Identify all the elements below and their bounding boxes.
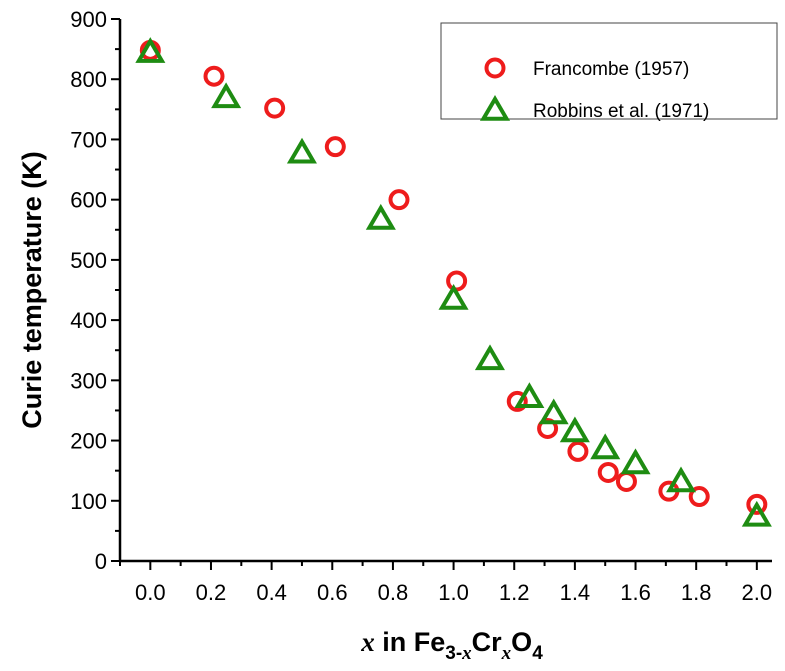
x-tick-label: 1.8: [681, 580, 712, 605]
x-tick-label: 0.2: [196, 580, 227, 605]
data-point-triangle: [474, 344, 505, 371]
data-point-triangle: [211, 82, 242, 109]
x-tick-label: 1.6: [620, 580, 651, 605]
legend-label: Francombe (1957): [533, 59, 689, 80]
data-point-circle: [688, 486, 710, 508]
y-tick-label: 400: [70, 308, 107, 333]
x-axis-title: x in Fe3-xCrxO4: [360, 627, 543, 664]
y-axis-title: Curie temperature (K): [17, 151, 47, 429]
x-tick-label: 0.6: [317, 580, 348, 605]
y-tick-label: 0: [95, 549, 107, 574]
y-tick-label: 800: [70, 67, 107, 92]
data-point-triangle: [538, 398, 569, 425]
data-point-circle: [388, 189, 410, 211]
series-layer: [135, 37, 772, 527]
y-tick-label: 900: [70, 7, 107, 32]
data-point-circle: [506, 390, 528, 412]
data-point-triangle: [438, 284, 469, 310]
data-point-circle: [446, 270, 468, 292]
x-tick-label: 1.0: [438, 580, 469, 605]
data-point-circle: [615, 471, 637, 493]
y-tick-label: 300: [70, 368, 107, 393]
data-point-circle: [324, 136, 346, 158]
data-point-triangle: [590, 433, 621, 460]
x-tick-label: 1.4: [560, 580, 591, 605]
x-tick-label: 1.2: [499, 580, 530, 605]
x-tick-label: 0.4: [256, 580, 287, 605]
x-tick-label: 0.8: [378, 580, 409, 605]
x-tick-label: 2.0: [742, 580, 773, 605]
data-point-triangle: [620, 448, 651, 475]
legend-circle-marker: [484, 57, 506, 79]
data-point-circle: [597, 461, 619, 483]
series-robbins: [135, 37, 772, 527]
data-point-circle: [746, 493, 768, 515]
series-francombe: [139, 39, 768, 515]
y-tick-label: 200: [70, 429, 107, 454]
data-point-triangle: [135, 37, 166, 63]
y-tick-label: 700: [70, 127, 107, 152]
data-point-circle: [203, 65, 225, 87]
data-point-triangle: [286, 137, 317, 164]
y-tick-label: 100: [70, 489, 107, 514]
y-axis-ticks: 0 100 200 300 400 500 600 700 800 900: [70, 7, 120, 574]
data-point-circle: [567, 440, 589, 462]
data-point-triangle: [666, 466, 697, 493]
x-tick-label: 0.0: [135, 580, 166, 605]
data-point-triangle: [741, 500, 772, 527]
data-point-triangle: [514, 382, 545, 408]
legend-label: Robbins et al. (1971): [533, 101, 709, 122]
legend: Francombe (1957) Robbins et al. (1971): [440, 22, 778, 122]
data-point-triangle: [365, 203, 396, 230]
y-tick-label: 500: [70, 248, 107, 273]
x-axis-ticks: 0.0 0.2 0.4 0.6 0.8 1.0 1.2 1.4 1.6 1.8 2.0: [119, 561, 773, 605]
legend-triangle-marker: [479, 95, 511, 121]
data-point-circle: [537, 418, 559, 440]
data-point-triangle: [559, 416, 590, 443]
y-tick-label: 600: [70, 188, 107, 213]
data-point-circle: [264, 97, 286, 119]
